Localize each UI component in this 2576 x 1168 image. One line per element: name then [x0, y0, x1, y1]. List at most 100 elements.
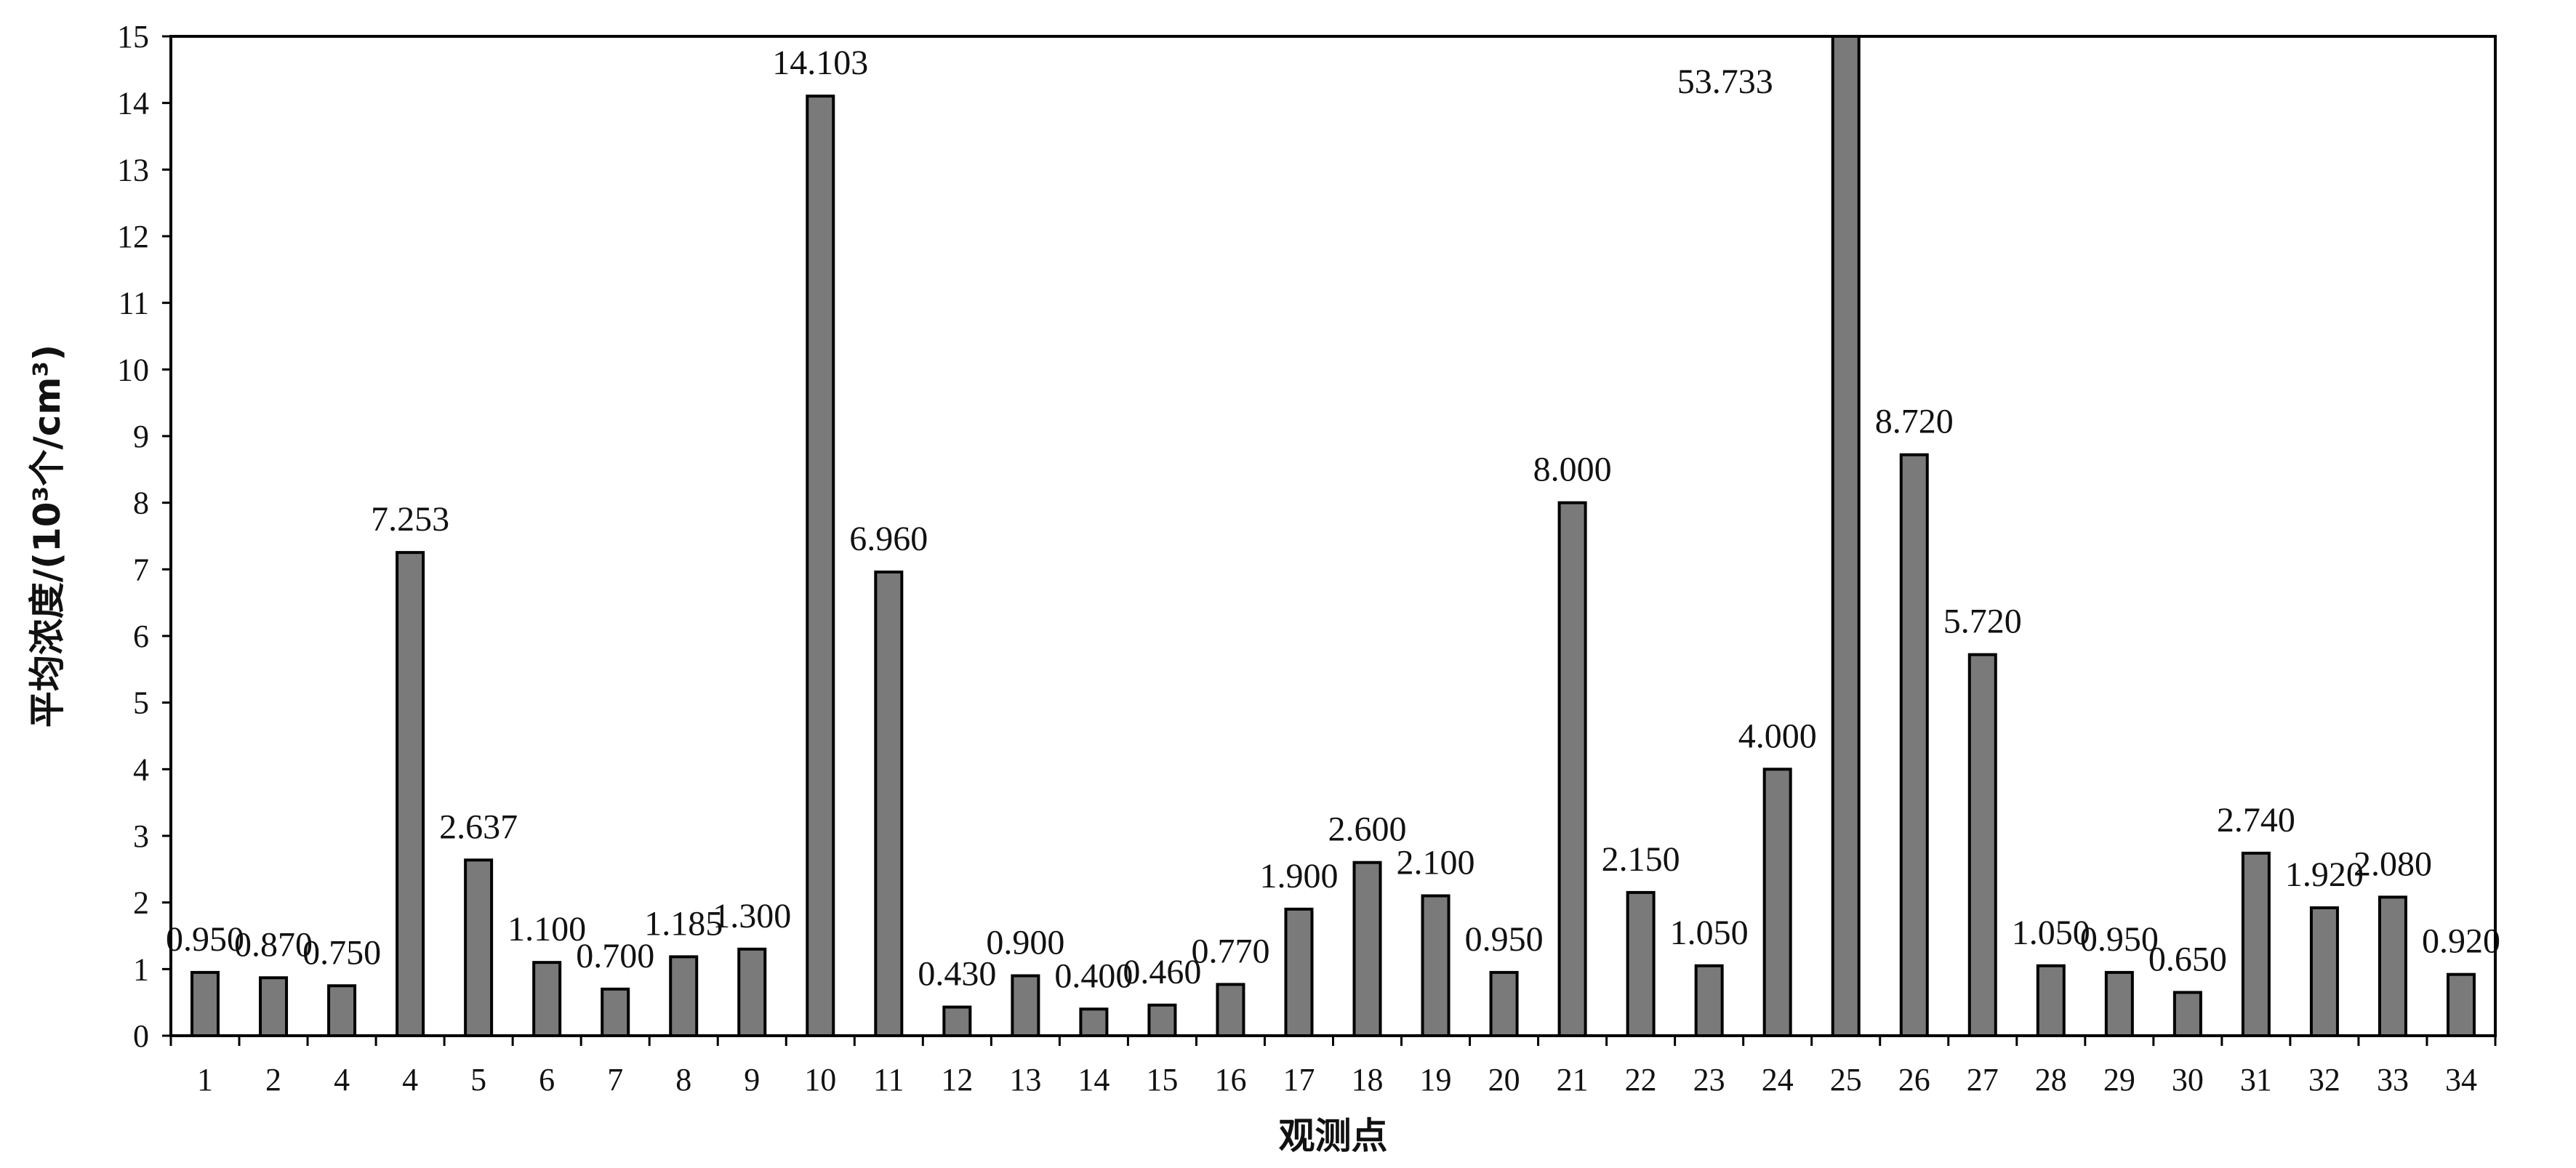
data-label: 0.950	[1465, 920, 1544, 959]
data-label: 8.000	[1533, 451, 1612, 489]
data-label: 1.920	[2285, 855, 2364, 894]
y-tick-label: 3	[133, 818, 149, 854]
plot-frame	[169, 35, 2497, 1037]
y-tick-label: 6	[133, 619, 149, 654]
data-label: 0.460	[1123, 953, 1201, 991]
x-tick-label: 23	[1693, 1062, 1725, 1097]
x-tick-label: 15	[1146, 1062, 1178, 1097]
data-label: 0.650	[2148, 940, 2227, 978]
bar	[2446, 972, 2476, 1037]
bar	[1147, 1003, 1177, 1038]
x-tick-label: 10	[804, 1062, 836, 1097]
data-label: 0.430	[918, 955, 996, 994]
bar	[1216, 983, 1245, 1037]
x-tick-label: 6	[539, 1062, 555, 1097]
bar	[601, 987, 630, 1038]
data-label: 0.950	[166, 920, 244, 959]
x-tick-label: 28	[2035, 1062, 2067, 1097]
x-tick-label: 26	[1898, 1062, 1930, 1097]
data-label: 0.770	[1191, 932, 1269, 970]
x-tick-label: 17	[1283, 1062, 1315, 1097]
bar	[2378, 895, 2407, 1038]
x-tick-label: 27	[1967, 1062, 1999, 1097]
bar	[1489, 970, 1519, 1037]
data-label: 1.185	[644, 904, 723, 943]
x-tick-label: 19	[1420, 1062, 1452, 1097]
bar	[1557, 501, 1587, 1037]
y-tick-label: 14	[117, 86, 149, 121]
bar	[874, 571, 904, 1037]
data-label: 0.900	[986, 924, 1064, 962]
data-label: 2.100	[1397, 844, 1475, 882]
bar	[1079, 1007, 1109, 1038]
data-label: 7.253	[371, 500, 449, 539]
data-label: 0.870	[234, 925, 313, 964]
y-axis-title: 平均浓度/(10³个/cm³)	[26, 345, 68, 728]
data-label: 2.600	[1328, 810, 1407, 849]
x-tick-label: 14	[1078, 1062, 1110, 1097]
bar	[1831, 35, 1861, 1037]
y-tick-label: 9	[133, 419, 149, 454]
bars-group	[190, 35, 2476, 1038]
y-tick-label: 8	[133, 486, 149, 521]
data-label: 8.720	[1875, 403, 1954, 441]
data-label: 1.100	[507, 910, 586, 949]
x-tick-label: 30	[2172, 1062, 2204, 1097]
y-tick-label: 15	[117, 19, 149, 55]
x-tick-label: 29	[2103, 1062, 2135, 1097]
bar	[1967, 653, 1997, 1037]
x-tick-label: 2	[265, 1062, 281, 1097]
y-tick-label: 1	[133, 951, 149, 987]
data-label: 0.700	[576, 937, 654, 975]
bar	[2309, 906, 2339, 1037]
data-labels-group: 0.9500.8700.7507.2532.6371.1000.7001.185…	[166, 44, 2500, 995]
bar	[737, 947, 767, 1038]
y-tick-label: 10	[117, 352, 149, 387]
x-tick-label: 4	[402, 1062, 418, 1097]
y-tick-label: 7	[133, 552, 149, 587]
x-tick-label: 8	[675, 1062, 691, 1097]
bar	[2036, 964, 2066, 1037]
bar	[396, 551, 425, 1037]
data-label: 53.733	[1677, 63, 1773, 101]
bar	[2172, 991, 2202, 1037]
x-tick-label: 25	[1830, 1062, 1862, 1097]
data-label: 1.300	[713, 897, 791, 935]
data-label: 4.000	[1738, 717, 1817, 755]
data-label: 2.740	[2217, 801, 2295, 839]
bar	[190, 970, 220, 1037]
bar	[669, 955, 699, 1037]
y-tick-label: 11	[119, 286, 149, 321]
data-label: 2.637	[439, 807, 518, 846]
x-tick-label: 20	[1488, 1062, 1520, 1097]
x-tick-label: 31	[2240, 1062, 2272, 1097]
data-label: 1.900	[1259, 857, 1338, 895]
bar	[1284, 907, 1314, 1038]
bar	[1421, 894, 1450, 1037]
x-tick-label: 12	[941, 1062, 973, 1097]
bar	[1626, 890, 1656, 1037]
bar	[2104, 970, 2134, 1037]
data-label: 0.750	[302, 933, 381, 972]
data-label: 0.400	[1054, 956, 1133, 995]
bar	[1899, 453, 1929, 1037]
data-label: 0.920	[2422, 922, 2500, 961]
bar	[2241, 851, 2271, 1038]
x-tick-label: 22	[1625, 1062, 1657, 1097]
y-tick-label: 5	[133, 685, 149, 721]
x-tick-label: 4	[334, 1062, 350, 1097]
x-tick-label: 9	[744, 1062, 760, 1097]
data-label: 14.103	[772, 44, 868, 82]
x-tick-label: 34	[2445, 1062, 2477, 1097]
data-label: 1.050	[2012, 914, 2090, 952]
data-label: 6.960	[849, 520, 928, 558]
x-tick-label: 16	[1214, 1062, 1246, 1097]
x-tick-label: 18	[1352, 1062, 1384, 1097]
data-label: 2.080	[2354, 845, 2432, 883]
y-tick-label: 12	[117, 219, 149, 254]
bar	[806, 94, 835, 1038]
bar	[532, 961, 562, 1037]
x-axis-title: 观测点	[1279, 1115, 1388, 1157]
y-tick-label: 13	[117, 152, 149, 188]
